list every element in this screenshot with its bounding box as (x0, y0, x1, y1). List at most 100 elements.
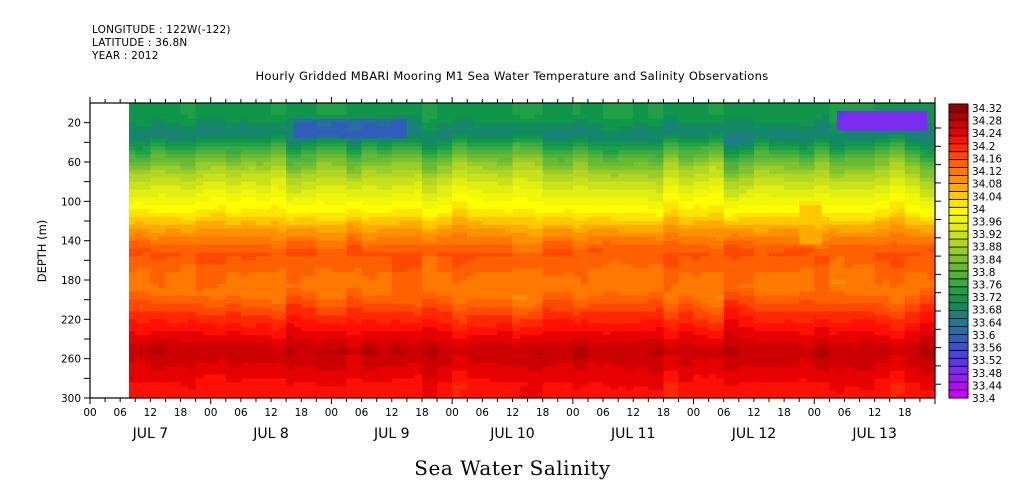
heatmap-cell (587, 264, 597, 269)
heatmap-cell (165, 228, 174, 234)
heatmap-cell (188, 276, 197, 281)
heatmap-cell (293, 276, 302, 281)
heatmap-cell (520, 366, 529, 372)
heatmap-cell (452, 142, 461, 147)
heatmap-cell (452, 307, 461, 313)
heatmap-cell (286, 307, 295, 313)
heatmap-cell (255, 323, 265, 328)
heatmap-cell (550, 276, 559, 281)
heatmap-cell (572, 146, 582, 151)
heatmap-cell (361, 319, 370, 324)
heatmap-cell (580, 165, 589, 171)
heatmap-cell (323, 319, 333, 324)
heatmap-cell (271, 209, 280, 214)
heatmap-cell (301, 122, 310, 128)
heatmap-cell (557, 240, 566, 246)
heatmap-cell (444, 142, 453, 147)
heatmap-cell (135, 146, 144, 151)
heatmap-cell (459, 264, 468, 269)
heatmap-cell (452, 189, 461, 195)
heatmap-cell (278, 240, 287, 246)
heatmap-cell (467, 217, 476, 222)
heatmap-cell (452, 394, 461, 398)
heatmap-cell (369, 248, 378, 254)
heatmap-cell (225, 177, 234, 183)
heatmap-cell (565, 209, 574, 214)
heatmap-cell (233, 103, 242, 108)
heatmap-cell (233, 358, 242, 364)
heatmap-cell (225, 173, 234, 179)
heatmap-cell (105, 213, 113, 218)
heatmap-cell (587, 138, 597, 143)
heatmap-cell (225, 110, 234, 116)
heatmap-cell (180, 319, 189, 324)
heatmap-cell (323, 252, 333, 257)
heatmap-cell (369, 287, 378, 293)
heatmap-cell (293, 205, 302, 210)
heatmap-cell (452, 240, 461, 246)
heatmap-cell (225, 370, 234, 375)
heatmap-cell (218, 276, 227, 281)
heatmap-cell (346, 339, 355, 344)
heatmap-cell (218, 197, 227, 202)
heatmap-cell (535, 350, 544, 356)
heatmap-cell (550, 252, 559, 257)
heatmap-cell (572, 260, 582, 265)
heatmap-cell (301, 173, 310, 179)
heatmap-cell (346, 114, 355, 120)
heatmap-cell (293, 221, 302, 226)
heatmap-cell (129, 346, 136, 352)
heatmap-cell (278, 146, 287, 151)
heatmap-cell (497, 370, 506, 375)
heatmap-cell (429, 260, 438, 265)
heatmap-cell (248, 122, 257, 128)
heatmap-cell (271, 291, 280, 297)
heatmap-cell (113, 390, 121, 395)
heatmap-cell (225, 169, 234, 175)
heatmap-cell (550, 103, 559, 108)
heatmap-cell (248, 181, 257, 187)
heatmap-cell (489, 272, 499, 277)
heatmap-cell (172, 209, 182, 214)
heatmap-cell (188, 299, 197, 305)
heatmap-cell (452, 354, 461, 360)
heatmap-cell (406, 339, 416, 344)
heatmap-cell (255, 165, 265, 171)
heatmap-cell (338, 193, 348, 198)
heatmap-cell (286, 374, 295, 379)
heatmap-cell (180, 221, 189, 226)
heatmap-cell (421, 374, 431, 379)
heatmap-cell (188, 370, 197, 375)
heatmap-cell (210, 358, 219, 364)
heatmap-cell (535, 165, 544, 171)
heatmap-cell (361, 177, 370, 183)
heatmap-cell (406, 114, 416, 120)
heatmap-cell (165, 205, 174, 210)
heatmap-cell (165, 268, 174, 273)
heatmap-cell (512, 221, 521, 226)
heatmap-cell (565, 158, 574, 163)
heatmap-cell (452, 158, 461, 163)
heatmap-cell (512, 248, 521, 254)
heatmap-cell (452, 185, 461, 191)
heatmap-cell (195, 276, 204, 281)
heatmap-cell (286, 303, 295, 309)
heatmap-cell (504, 256, 514, 261)
heatmap-cell (338, 110, 348, 116)
heatmap-cell (542, 181, 551, 187)
heatmap-cell (293, 209, 302, 214)
heatmap-cell (225, 346, 234, 352)
heatmap-cell (603, 154, 612, 159)
heatmap-cell (142, 256, 151, 261)
heatmap-cell (323, 181, 333, 187)
heatmap-cell (459, 256, 468, 261)
heatmap-cell (572, 217, 582, 222)
heatmap-cell (565, 138, 574, 143)
heatmap-cell (497, 248, 506, 254)
heatmap-cell (165, 374, 174, 379)
heatmap-cell (580, 354, 589, 360)
heatmap-cell (255, 103, 265, 108)
heatmap-cell (474, 146, 483, 151)
heatmap-cell (150, 280, 159, 285)
heatmap-cell (527, 138, 536, 143)
